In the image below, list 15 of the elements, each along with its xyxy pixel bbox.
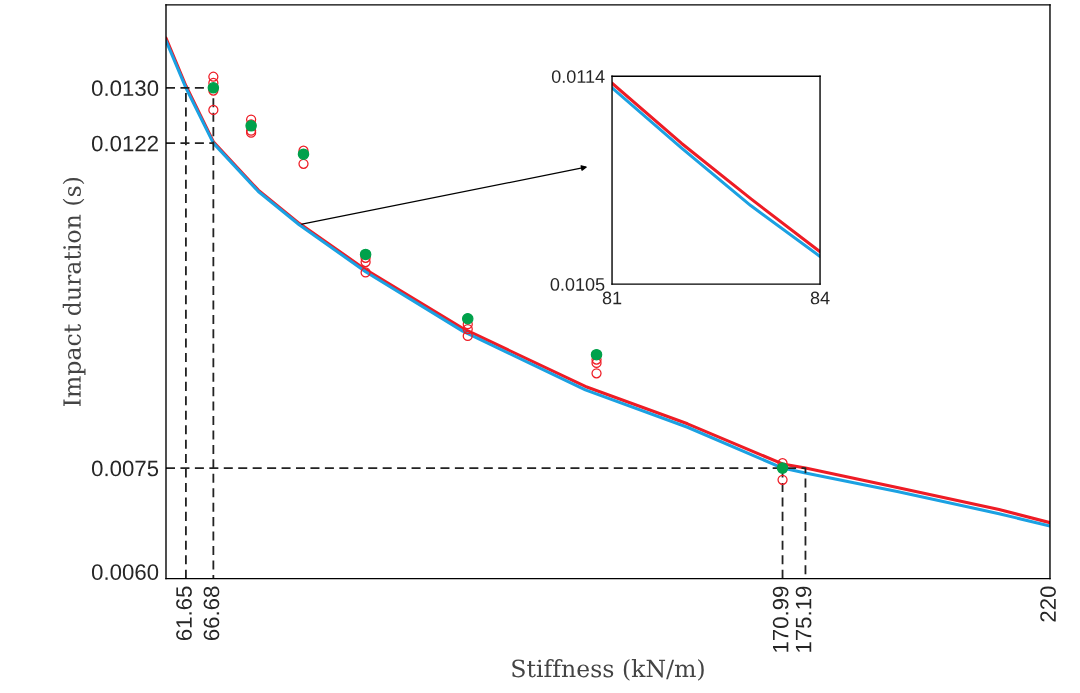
y-tick-label: 0.0122 <box>91 135 158 152</box>
y-tick-label: 0.0130 <box>91 80 159 97</box>
x-tick-label: 170.99 <box>772 586 789 652</box>
x-axis-title: Stiffness (kN/m) <box>512 659 704 681</box>
x-tick-label: 81 <box>602 291 622 305</box>
x-tick-label: 84 <box>810 291 830 305</box>
x-tick-label: 220 <box>1040 586 1056 622</box>
y-tick-label: 0.0075 <box>91 460 159 477</box>
y-tick-label: 0.0105 <box>550 278 605 291</box>
x-tick-label: 66.68 <box>203 586 220 641</box>
y-tick-label: 0.0114 <box>551 70 605 83</box>
x-tick-label: 175.19 <box>795 586 812 652</box>
x-tick-label: 61.65 <box>176 586 192 641</box>
y-axis-title: Impact duration (s) <box>62 177 86 407</box>
y-tick-label: 0.0060 <box>91 564 159 581</box>
